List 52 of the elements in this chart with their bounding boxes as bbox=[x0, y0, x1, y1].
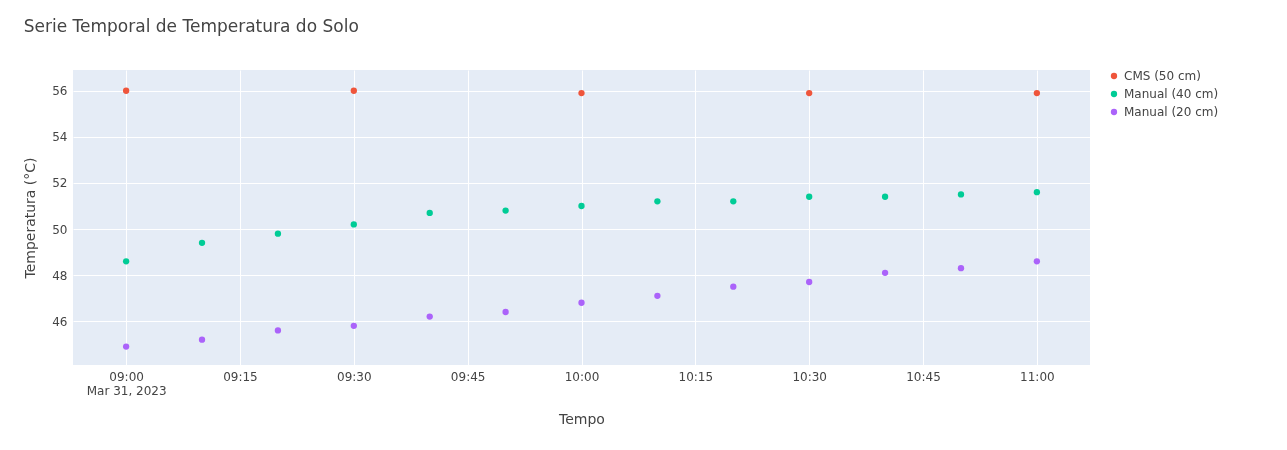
x-tick-label: 09:00 Mar 31, 2023 bbox=[86, 369, 167, 398]
point bbox=[578, 89, 585, 97]
y-tick-label: 56 bbox=[52, 84, 68, 99]
legend-label: CMS (50 cm) bbox=[1124, 69, 1201, 83]
point bbox=[957, 265, 965, 272]
point bbox=[350, 87, 357, 94]
y-tick-label: 52 bbox=[52, 176, 68, 191]
x-tick-label: 09:15 bbox=[223, 369, 258, 384]
point bbox=[578, 202, 585, 210]
point bbox=[806, 193, 813, 200]
point bbox=[957, 191, 965, 198]
point bbox=[122, 343, 130, 350]
y-tick-label: 46 bbox=[52, 314, 68, 329]
point bbox=[198, 239, 206, 247]
point bbox=[198, 336, 206, 343]
point bbox=[350, 221, 357, 228]
x-tick-label: 10:15 bbox=[678, 369, 714, 384]
y-tick-label: 54 bbox=[52, 130, 68, 145]
point bbox=[654, 292, 661, 300]
x-tick-label: 11:00 bbox=[1020, 369, 1055, 384]
point bbox=[578, 299, 585, 306]
x-axis-title: Tempo bbox=[558, 410, 605, 427]
point bbox=[806, 89, 813, 97]
x-tick-label: 10:45 bbox=[906, 369, 941, 384]
y-tick-label: 48 bbox=[52, 268, 68, 283]
point bbox=[1033, 188, 1041, 196]
point bbox=[1033, 258, 1041, 265]
x-tick-label: 09:30 bbox=[337, 369, 372, 384]
point bbox=[426, 313, 433, 320]
point bbox=[502, 207, 509, 214]
point bbox=[730, 283, 737, 290]
point bbox=[274, 327, 282, 334]
point bbox=[122, 258, 130, 265]
x-tick-label: 10:00 bbox=[564, 369, 600, 384]
legend-label: Manual (40 cm) bbox=[1124, 87, 1219, 101]
point bbox=[122, 87, 130, 94]
x-tick-label: 10:30 bbox=[792, 369, 827, 384]
point bbox=[730, 198, 737, 205]
legend-label: Manual (20 cm) bbox=[1124, 105, 1219, 119]
point bbox=[881, 269, 889, 276]
x-tick-label: 09:45 bbox=[450, 369, 486, 384]
point bbox=[426, 209, 433, 217]
point bbox=[806, 278, 813, 286]
point bbox=[654, 198, 661, 205]
point bbox=[881, 193, 889, 200]
point bbox=[1033, 89, 1041, 97]
point bbox=[350, 322, 357, 329]
y-tick-label: 50 bbox=[52, 222, 68, 237]
point bbox=[502, 308, 509, 316]
point bbox=[274, 230, 282, 237]
chart-title: Serie Temporal de Temperatura do Solo bbox=[23, 16, 359, 36]
y-axis-title: Temperatura (°C) bbox=[22, 157, 39, 280]
